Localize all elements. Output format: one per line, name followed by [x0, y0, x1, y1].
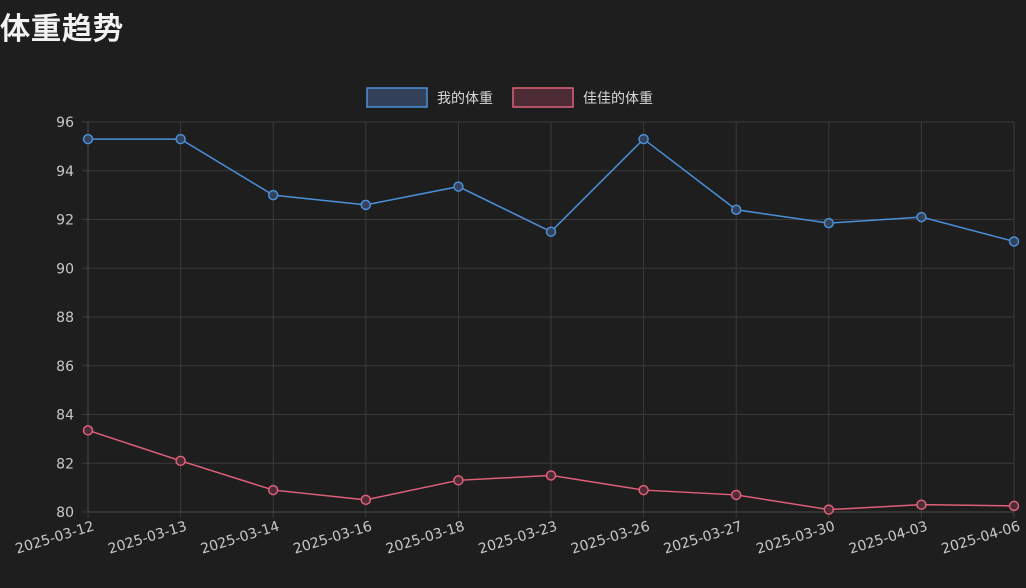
- y-axis: 80 82 84 86 88 90 92 94 96: [56, 115, 89, 521]
- legend: 我的体重 佳佳的体重: [366, 87, 653, 108]
- data-point: [82, 425, 94, 436]
- data-point: [823, 217, 835, 229]
- y-tick-label: 88: [56, 310, 74, 326]
- x-tick-label: 2025-03-18: [384, 519, 466, 558]
- x-tick-label: 2025-04-06: [940, 519, 1023, 558]
- data-point: [916, 499, 927, 510]
- x-tick-label: 2025-03-26: [569, 519, 652, 558]
- x-tick-label: 2025-03-23: [477, 519, 559, 558]
- data-point: [453, 181, 464, 192]
- legend-label: 我的体重: [437, 91, 493, 107]
- grid-lines: [82, 121, 1015, 518]
- y-tick-label: 86: [56, 359, 74, 375]
- data-point: [823, 504, 835, 515]
- y-tick-label: 94: [56, 164, 74, 180]
- data-point: [453, 475, 464, 486]
- x-axis: 2025-03-12 2025-03-13 2025-03-14 2025-03-16…: [14, 511, 1023, 558]
- y-tick-label: 92: [56, 213, 74, 229]
- data-point: [730, 489, 742, 501]
- y-tick-label: 80: [56, 505, 74, 521]
- x-tick-label: 2025-03-27: [662, 519, 744, 558]
- data-point: [730, 204, 742, 215]
- data-point: [267, 189, 279, 201]
- series-layer: [82, 133, 1020, 515]
- x-tick-label: 2025-03-13: [106, 519, 188, 558]
- legend-swatch: [366, 87, 428, 108]
- data-point: [267, 484, 279, 496]
- data-point: [638, 484, 649, 496]
- data-point: [360, 199, 372, 211]
- x-tick-label: 2025-03-16: [291, 519, 374, 558]
- data-point: [1008, 236, 1020, 247]
- legend-swatch: [512, 87, 574, 108]
- x-tick-label: 2025-03-14: [199, 519, 282, 558]
- x-tick-label: 2025-03-30: [754, 519, 836, 558]
- data-point: [82, 133, 94, 145]
- data-point: [175, 133, 186, 145]
- y-tick-label: 90: [56, 261, 74, 277]
- data-point: [545, 470, 557, 481]
- x-tick-label: 2025-03-12: [14, 519, 96, 558]
- legend-label: 佳佳的体重: [583, 91, 653, 107]
- data-point: [360, 494, 372, 506]
- data-point: [1008, 500, 1020, 512]
- x-tick-label: 2025-04-03: [847, 519, 929, 558]
- y-tick-label: 82: [56, 456, 74, 472]
- page-title: 体重趋势: [0, 12, 124, 47]
- y-tick-label: 84: [56, 408, 74, 424]
- data-point: [175, 455, 186, 467]
- data-point: [638, 133, 649, 145]
- y-tick-label: 96: [56, 115, 74, 131]
- data-point: [916, 211, 927, 223]
- data-point: [545, 226, 557, 237]
